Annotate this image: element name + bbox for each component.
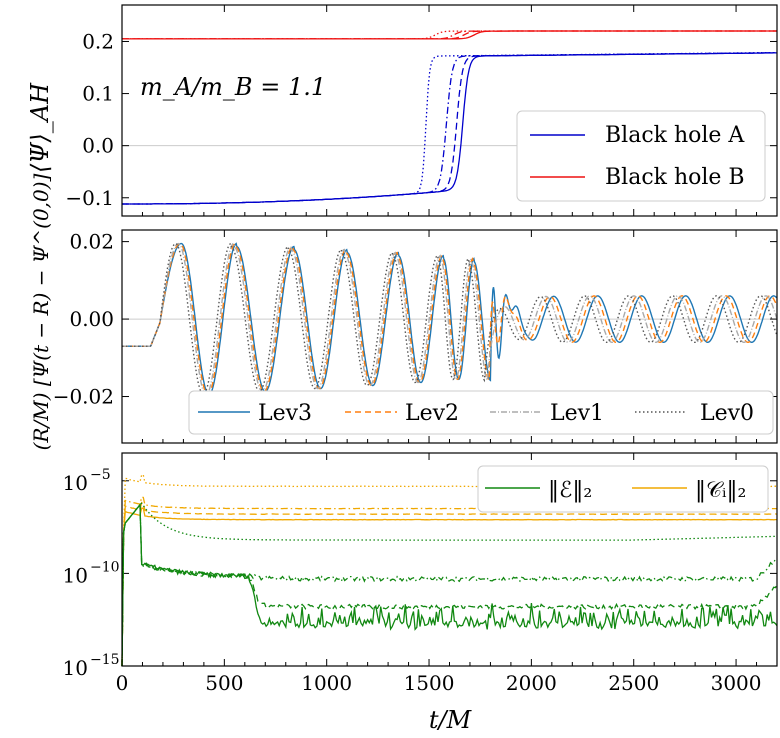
series-c-lev2: [121, 501, 778, 667]
middle-frame: [121, 229, 778, 444]
x-tick-label: 3000: [711, 671, 762, 695]
y-tick-label: −0.02: [53, 385, 114, 409]
y-tick-label: 10: [63, 471, 88, 495]
mass-ratio-annotation: m_A/m_B = 1.1: [140, 73, 326, 101]
series-black-hole-b-dotted: [122, 30, 777, 40]
y-tick-label: −0.1: [65, 186, 114, 210]
legend-middle: Lev3 Lev2 Lev1 Lev0: [188, 390, 774, 435]
series-black-hole-b-dashed: [122, 30, 777, 40]
y-tick-label: 0.2: [82, 29, 114, 53]
panel-top: −0.1 0.0 0.1 0.2: [65, 4, 778, 217]
series-lev2: [122, 242, 778, 396]
x-tick-label: 2500: [608, 671, 659, 695]
y-tick-label: 10: [63, 563, 88, 587]
series-black-hole-b-solid: [122, 30, 777, 40]
legend-top: Black hole A Black hole B: [516, 110, 766, 202]
series-e-lev3: [121, 503, 778, 667]
y-tick-exponent: −10: [90, 559, 120, 575]
series-e-lev0: [121, 502, 778, 667]
top-frame: [121, 4, 778, 217]
legend-label-b: Black hole B: [605, 165, 745, 190]
series-black-hole-a-lev1: [122, 52, 778, 205]
legend-label-c: ‖𝒞ᵢ‖₂: [695, 478, 746, 503]
y-tick-label: 10: [63, 656, 88, 680]
series-e-lev1: [121, 503, 778, 667]
x-axis-label: t/M: [429, 706, 473, 734]
series-black-hole-a-lev0: [122, 51, 778, 205]
y-tick-exponent: −5: [90, 467, 111, 483]
y-tick-label: 0.1: [82, 82, 114, 106]
series-c-lev1: [121, 496, 778, 667]
x-tick-label: 1500: [404, 671, 455, 695]
series-e-lev2: [121, 503, 778, 667]
legend-label-a: Black hole A: [605, 123, 745, 148]
x-tick-label: 500: [205, 671, 243, 695]
y-tick-label: 0.00: [69, 307, 114, 331]
top-ylabel: ⟨Ψ⟩_AH: [26, 82, 54, 173]
middle-ylabel: (R/M) [Ψ(t − R) − Ψ^(0,0)]: [29, 173, 53, 450]
x-tick-label: 2000: [506, 671, 557, 695]
x-tick-label: 1000: [301, 671, 352, 695]
bottom-frame: [121, 452, 778, 667]
legend-label-lev1: Lev1: [550, 401, 604, 426]
series-lev3: [122, 242, 778, 396]
series-black-hole-b-dashdot: [122, 30, 777, 40]
legend-bottom: ‖ℰ‖₂ ‖𝒞ᵢ‖₂: [477, 465, 769, 513]
panel-middle: −0.02 0.00 0.02: [53, 229, 778, 444]
y-tick-exponent: −15: [90, 652, 120, 668]
x-tick-label: 0: [116, 671, 129, 695]
y-tick-label: 0.02: [69, 230, 114, 254]
series-black-hole-a-lev2: [122, 52, 778, 205]
legend-label-lev2: Lev2: [405, 401, 459, 426]
legend-label-lev0: Lev0: [700, 401, 754, 426]
legend-label-lev3: Lev3: [258, 401, 312, 426]
y-tick-label: 0.0: [82, 134, 114, 158]
series-c-lev3: [121, 507, 777, 667]
legend-label-e: ‖ℰ‖₂: [548, 478, 592, 503]
